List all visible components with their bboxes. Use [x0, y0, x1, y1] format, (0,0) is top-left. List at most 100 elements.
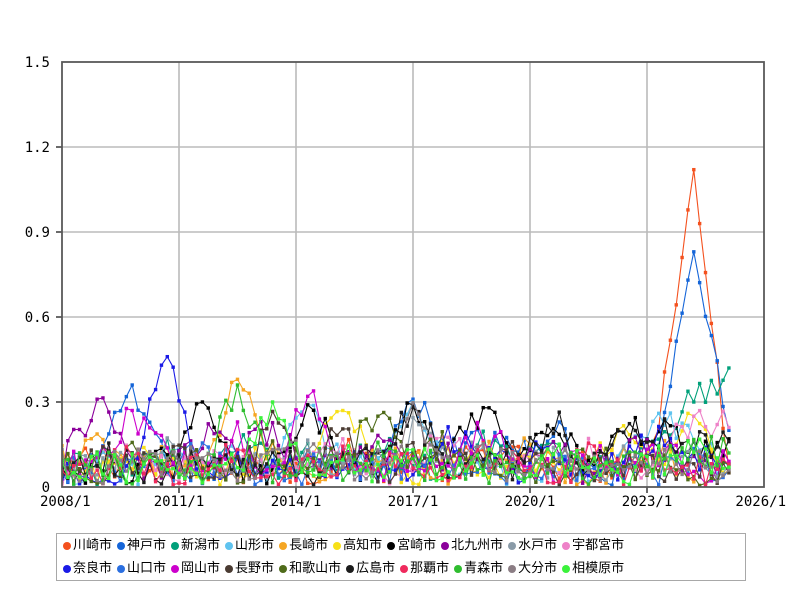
series-marker	[259, 432, 263, 437]
series-marker	[586, 441, 591, 445]
legend-item[interactable]: 新潟市	[171, 539, 220, 552]
series-marker	[83, 434, 88, 438]
series-marker	[545, 433, 550, 438]
legend-item[interactable]: 高知市	[333, 539, 382, 552]
series-marker	[95, 481, 99, 485]
series-marker	[551, 470, 556, 474]
series-marker	[148, 450, 152, 454]
series-marker	[235, 383, 240, 387]
series-marker	[376, 433, 380, 438]
y-tick-label: 0.6	[25, 310, 50, 326]
series-marker	[317, 417, 322, 421]
series-marker	[159, 473, 164, 477]
series-marker	[469, 469, 474, 473]
legend-item-label: 広島市	[356, 561, 396, 576]
series-marker	[136, 447, 140, 451]
series-marker	[440, 472, 444, 477]
series-marker	[83, 477, 88, 482]
legend-item[interactable]: 那覇市	[400, 562, 449, 575]
series-marker	[627, 482, 632, 487]
legend-item[interactable]: 長野市	[225, 562, 274, 575]
series-marker	[481, 405, 485, 410]
series-marker	[142, 464, 146, 469]
series-marker	[411, 448, 415, 452]
series-marker	[493, 459, 497, 463]
series-marker	[417, 421, 421, 425]
series-marker	[329, 427, 333, 431]
legend-marker-icon	[400, 564, 409, 573]
series-marker	[101, 460, 105, 464]
legend-item[interactable]: 宮崎市	[387, 539, 436, 552]
series-marker	[616, 454, 620, 458]
series-marker	[177, 469, 181, 474]
series-marker	[118, 479, 123, 483]
series-marker	[241, 388, 246, 392]
series-marker	[300, 470, 304, 475]
series-marker	[621, 477, 626, 482]
series-marker	[633, 435, 637, 439]
legend-item[interactable]: 和歌山市	[279, 562, 341, 575]
series-marker	[276, 454, 281, 458]
series-marker	[270, 464, 275, 469]
legend-item[interactable]: 長崎市	[279, 539, 328, 552]
legend-item[interactable]: 相模原市	[562, 562, 624, 575]
series-marker	[540, 449, 544, 453]
legend-item[interactable]: 広島市	[346, 562, 395, 575]
series-marker	[306, 403, 310, 407]
series-marker	[335, 464, 339, 469]
legend-item[interactable]: 川崎市	[63, 539, 112, 552]
series-marker	[112, 458, 117, 463]
series-marker	[545, 445, 550, 449]
series-marker	[224, 457, 228, 461]
series-marker	[551, 452, 556, 457]
series-marker	[306, 441, 310, 446]
series-marker	[118, 453, 123, 457]
legend-item[interactable]: 奈良市	[63, 562, 112, 575]
series-marker	[504, 460, 509, 465]
legend-item[interactable]: 岡山市	[171, 562, 220, 575]
series-marker	[522, 476, 526, 480]
legend-item[interactable]: 青森市	[454, 562, 503, 575]
series-marker	[72, 427, 76, 432]
series-marker	[294, 465, 298, 469]
series-marker	[183, 464, 187, 468]
legend-item[interactable]: 山口市	[117, 562, 166, 575]
series-marker	[247, 430, 251, 435]
legend-item[interactable]: 山形市	[225, 539, 274, 552]
series-marker	[662, 410, 667, 415]
series-marker	[317, 475, 322, 480]
series-marker	[481, 438, 485, 443]
series-marker	[189, 426, 193, 430]
series-marker	[639, 476, 643, 480]
series-marker	[504, 441, 509, 445]
series-marker	[598, 465, 602, 470]
series-marker	[72, 468, 76, 473]
series-marker	[370, 457, 374, 461]
series-marker	[95, 463, 99, 468]
series-marker	[434, 451, 439, 455]
series-marker	[194, 467, 199, 471]
series-marker	[651, 456, 655, 461]
series-marker	[540, 462, 544, 467]
series-marker	[101, 472, 105, 476]
series-marker	[709, 450, 714, 455]
series-大分市	[60, 401, 731, 486]
series-marker	[399, 464, 403, 468]
legend-item[interactable]: 大分市	[508, 562, 557, 575]
legend-item[interactable]: 水戸市	[508, 539, 557, 552]
series-marker	[405, 460, 409, 464]
legend-item[interactable]: 北九州市	[441, 539, 503, 552]
series-marker	[592, 478, 597, 483]
series-marker	[66, 475, 70, 480]
series-marker	[598, 450, 602, 454]
series-marker	[709, 441, 714, 446]
legend-item[interactable]: 神戸市	[117, 539, 166, 552]
series-marker	[165, 466, 169, 470]
series-marker	[440, 477, 444, 481]
series-marker	[692, 474, 696, 479]
series-marker	[534, 475, 538, 480]
legend-item[interactable]: 宇都宮市	[562, 539, 624, 552]
series-marker	[469, 461, 474, 465]
series-marker	[177, 453, 181, 457]
series-marker	[528, 435, 532, 440]
